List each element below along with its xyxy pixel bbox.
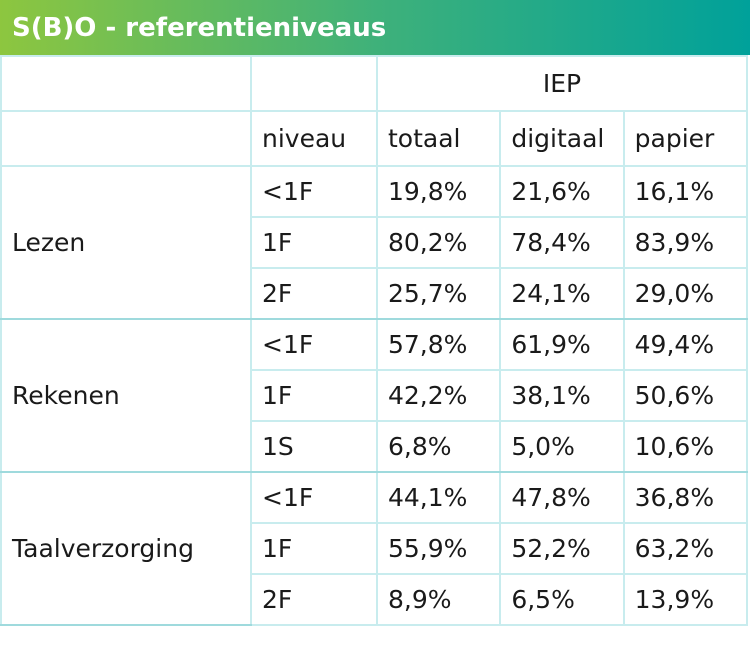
value-digitaal: 5,0% xyxy=(499,420,625,473)
group-label-rekenen: Rekenen xyxy=(0,318,252,473)
column-header-digitaal: digitaal xyxy=(499,110,625,167)
value-papier: 83,9% xyxy=(622,216,749,269)
table-row: 1S 6,8% 5,0% 10,6% xyxy=(1,420,749,473)
value-totaal: 42,2% xyxy=(375,369,502,422)
table-row: Rekenen <1F 57,8% 61,9% 49,4% xyxy=(0,318,749,473)
table-row: 1F 55,9% 52,2% 63,2% xyxy=(1,522,749,575)
value-digitaal: 6,5% xyxy=(499,573,625,626)
level-cell: <1F xyxy=(250,165,378,218)
level-cell: 1F xyxy=(250,522,378,575)
value-digitaal: 52,2% xyxy=(499,522,625,575)
column-header-totaal: totaal xyxy=(375,110,502,167)
table-row: 2F 25,7% 24,1% 29,0% xyxy=(1,267,749,320)
group-label-lezen: Lezen xyxy=(0,165,252,320)
level-cell: 2F xyxy=(250,573,378,626)
value-papier: 29,0% xyxy=(622,267,749,320)
value-papier: 16,1% xyxy=(622,165,749,218)
value-papier: 49,4% xyxy=(622,318,749,371)
value-totaal: 55,9% xyxy=(375,522,502,575)
header-row-columns: niveau totaal digitaal papier xyxy=(0,110,749,167)
value-papier: 10,6% xyxy=(622,420,749,473)
referentieniveaus-table: IEP niveau totaal digitaal papier Lezen … xyxy=(0,55,749,626)
value-totaal: 8,9% xyxy=(375,573,502,626)
value-totaal: 57,8% xyxy=(375,318,502,371)
column-header-papier: papier xyxy=(622,110,749,167)
table-row: Lezen <1F 19,8% 21,6% 16,1% xyxy=(0,165,749,320)
level-cell: <1F xyxy=(250,471,378,524)
value-digitaal: 24,1% xyxy=(499,267,625,320)
table-row: Taalverzorging <1F 44,1% 47,8% 36,8% xyxy=(0,471,749,626)
title-bar: S(B)O - referentieniveaus xyxy=(0,0,750,55)
value-papier: 13,9% xyxy=(622,573,749,626)
value-digitaal: 38,1% xyxy=(499,369,625,422)
value-totaal: 25,7% xyxy=(375,267,502,320)
level-cell: 1F xyxy=(250,216,378,269)
value-digitaal: 21,6% xyxy=(499,165,625,218)
level-cell: 1S xyxy=(250,420,378,473)
value-totaal: 6,8% xyxy=(375,420,502,473)
value-papier: 36,8% xyxy=(622,471,749,524)
value-digitaal: 78,4% xyxy=(499,216,625,269)
table-row: 1F 80,2% 78,4% 83,9% xyxy=(1,216,749,269)
empty-header-cell xyxy=(0,55,252,112)
group-label-taalverzorging: Taalverzorging xyxy=(0,471,252,626)
table-row: 2F 8,9% 6,5% 13,9% xyxy=(1,573,749,626)
level-cell: 1F xyxy=(250,369,378,422)
level-cell: <1F xyxy=(250,318,378,371)
iep-group-header: IEP xyxy=(376,55,748,112)
empty-header-cell xyxy=(0,110,252,167)
value-totaal: 19,8% xyxy=(375,165,502,218)
column-header-niveau: niveau xyxy=(250,110,378,167)
value-totaal: 44,1% xyxy=(375,471,502,524)
header-row-iep: IEP xyxy=(0,55,748,112)
level-cell: 2F xyxy=(250,267,378,320)
table-row: 1F 42,2% 38,1% 50,6% xyxy=(1,369,749,422)
value-totaal: 80,2% xyxy=(375,216,502,269)
value-digitaal: 47,8% xyxy=(499,471,625,524)
value-papier: 50,6% xyxy=(622,369,749,422)
empty-header-cell xyxy=(250,55,378,112)
page-title: S(B)O - referentieniveaus xyxy=(12,12,387,43)
value-digitaal: 61,9% xyxy=(499,318,625,371)
value-papier: 63,2% xyxy=(622,522,749,575)
